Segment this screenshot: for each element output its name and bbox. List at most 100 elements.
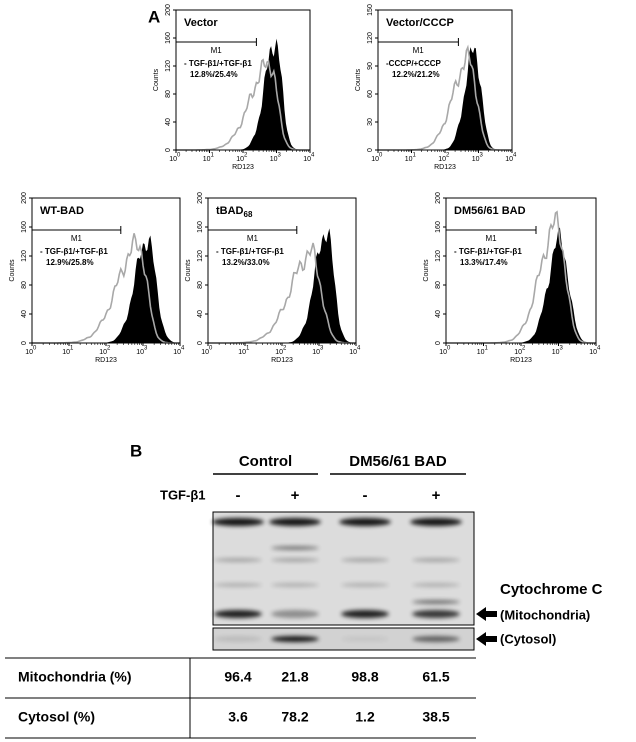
- blot-band: [212, 518, 264, 526]
- blot-band: [341, 583, 389, 587]
- cell-value: 96.4: [224, 669, 251, 685]
- x-tick-label: 10: [589, 349, 597, 356]
- plot-frame: [175, 9, 311, 151]
- x-tick-exponent: 2: [446, 153, 450, 159]
- fraction-label: (Mitochondria): [500, 607, 590, 622]
- x-axis-label: RD123: [95, 357, 117, 364]
- y-tick-label: 90: [367, 62, 374, 70]
- x-tick-exponent: 3: [560, 346, 564, 352]
- histogram-fill: [378, 47, 512, 150]
- cell-value: 38.5: [422, 709, 449, 725]
- y-tick-label: 0: [21, 341, 28, 345]
- stat-legend: -CCCP/+CCCP: [386, 59, 442, 68]
- blot-band: [341, 610, 389, 618]
- x-tick-label: 10: [203, 156, 211, 163]
- gate-label: M1: [211, 46, 223, 55]
- y-axis-label: Counts: [9, 259, 16, 282]
- plot-title: DM56/61 BAD: [454, 205, 526, 217]
- y-tick-label: 40: [435, 310, 442, 318]
- y-tick-label: 40: [197, 310, 204, 318]
- x-tick-exponent: 3: [320, 346, 324, 352]
- y-tick-label: 40: [165, 118, 172, 126]
- x-tick-label: 10: [270, 156, 278, 163]
- y-tick-label: 120: [165, 60, 172, 72]
- x-tick-exponent: 1: [70, 346, 74, 352]
- x-tick-label: 10: [552, 349, 560, 356]
- y-axis-label: Counts: [355, 68, 362, 91]
- blot-band: [410, 518, 462, 526]
- y-tick-label: 120: [367, 32, 374, 44]
- x-tick-label: 10: [238, 349, 246, 356]
- blot-band: [412, 583, 460, 587]
- histogram-line: [446, 210, 596, 344]
- group-label: Control: [239, 453, 292, 470]
- x-tick-exponent: 3: [480, 153, 484, 159]
- x-tick-label: 10: [201, 349, 209, 356]
- x-tick-exponent: 1: [211, 153, 215, 159]
- x-tick-label: 10: [62, 349, 70, 356]
- blot-band: [341, 558, 389, 562]
- gate-label: M1: [485, 234, 497, 243]
- x-tick-exponent: 3: [278, 153, 282, 159]
- fraction-label: (Cytosol): [500, 631, 556, 646]
- blot-band: [214, 636, 262, 642]
- y-tick-label: 200: [165, 4, 172, 16]
- x-tick-exponent: 0: [33, 346, 37, 352]
- y-tick-label: 120: [21, 250, 28, 262]
- y-axis-label: Counts: [423, 259, 430, 282]
- plot-title: WT-BAD: [40, 205, 84, 217]
- y-tick-label: 0: [197, 341, 204, 345]
- y-tick-label: 160: [197, 221, 204, 233]
- y-tick-label: 0: [165, 148, 172, 152]
- panel-label: B: [130, 441, 142, 460]
- arrow: [476, 632, 497, 646]
- y-tick-label: 60: [367, 90, 374, 98]
- x-tick-label: 10: [477, 349, 485, 356]
- panel-label: A: [148, 7, 160, 26]
- y-axis-label: Counts: [153, 68, 160, 91]
- gate-label: M1: [71, 234, 83, 243]
- y-tick-label: 0: [435, 341, 442, 345]
- x-tick-label: 10: [472, 156, 480, 163]
- cell-value: 61.5: [422, 669, 449, 685]
- x-tick-exponent: 2: [107, 346, 111, 352]
- blot-band: [214, 583, 262, 587]
- stat-percent: 12.9%/25.8%: [46, 258, 94, 267]
- x-axis-label: RD123: [232, 164, 254, 171]
- y-tick-label: 160: [21, 221, 28, 233]
- stat-legend: - TGF-β1/+TGF-β1: [40, 247, 108, 256]
- plot-frame: [377, 9, 513, 151]
- x-tick-label: 10: [439, 349, 447, 356]
- y-tick-label: 30: [367, 118, 374, 126]
- cell-value: 78.2: [281, 709, 308, 725]
- treatment-label: TGF-β1: [160, 487, 206, 502]
- y-tick-label: 120: [435, 250, 442, 262]
- x-tick-exponent: 3: [144, 346, 148, 352]
- blot-band: [339, 518, 391, 526]
- y-tick-label: 200: [21, 192, 28, 204]
- histogram-fill: [176, 38, 310, 150]
- stat-percent: 12.2%/21.2%: [392, 70, 440, 79]
- x-tick-exponent: 0: [177, 153, 181, 159]
- blot-band: [271, 610, 319, 618]
- stat-legend: - TGF-β1/+TGF-β1: [216, 247, 284, 256]
- blot-band: [271, 583, 319, 587]
- x-tick-label: 10: [136, 349, 144, 356]
- histogram-plot: 04080120160200Counts100101102103104RD123…: [423, 192, 601, 364]
- x-tick-exponent: 1: [413, 153, 417, 159]
- y-tick-label: 120: [197, 250, 204, 262]
- stat-percent: 13.2%/33.0%: [222, 258, 270, 267]
- histogram-fill: [446, 227, 596, 343]
- x-tick-label: 10: [303, 156, 311, 163]
- blot-band: [271, 546, 319, 550]
- lane-label: +: [291, 487, 300, 504]
- y-tick-label: 0: [367, 148, 374, 152]
- x-tick-label: 10: [349, 349, 357, 356]
- x-tick-exponent: 2: [522, 346, 526, 352]
- histogram-fill: [208, 228, 356, 343]
- row-label: Mitochondria (%): [18, 669, 132, 685]
- x-tick-exponent: 2: [244, 153, 248, 159]
- histogram-plot: 04080120160200Counts100101102103104RD123…: [185, 192, 361, 364]
- x-tick-label: 10: [405, 156, 413, 163]
